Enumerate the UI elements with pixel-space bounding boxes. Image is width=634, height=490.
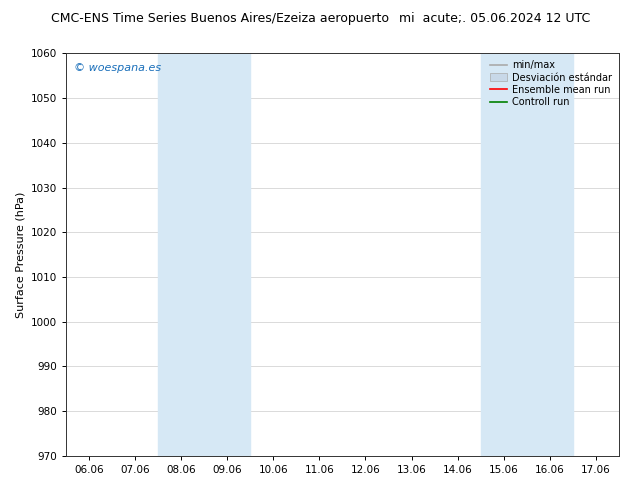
Bar [158,53,250,456]
Text: © woespana.es: © woespana.es [74,63,161,74]
Text: CMC-ENS Time Series Buenos Aires/Ezeiza aeropuerto: CMC-ENS Time Series Buenos Aires/Ezeiza … [51,12,389,25]
Legend: min/max, Desviación estándar, Ensemble mean run, Controll run: min/max, Desviación estándar, Ensemble m… [488,58,614,109]
Bar [481,53,573,456]
Y-axis label: Surface Pressure (hPa): Surface Pressure (hPa) [15,192,25,318]
Text: mi  acute;. 05.06.2024 12 UTC: mi acute;. 05.06.2024 12 UTC [399,12,591,25]
